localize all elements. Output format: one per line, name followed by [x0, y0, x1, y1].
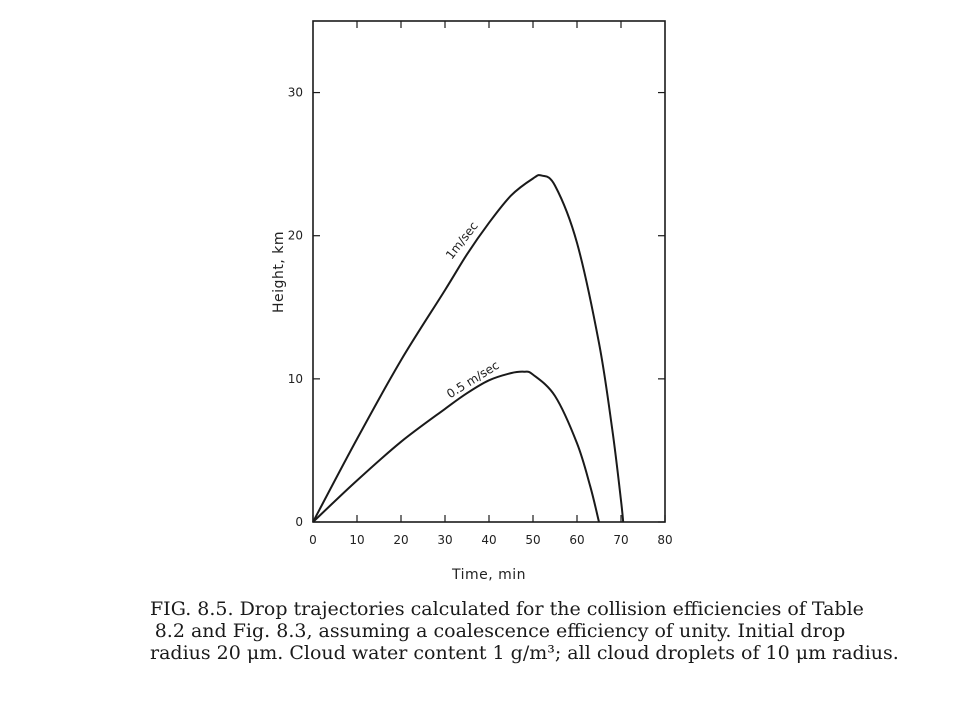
x-tick-label: 10	[349, 533, 364, 547]
x-tick-label: 70	[613, 533, 628, 547]
x-tick-label: 80	[657, 533, 672, 547]
x-tick-label: 20	[393, 533, 408, 547]
plot-frame	[312, 20, 666, 523]
x-axis-title: Time, min	[451, 567, 526, 583]
x-tick-label: 30	[437, 533, 452, 547]
y-tick-label: 0	[295, 515, 303, 529]
caption-line-1: FIG. 8.5. Drop trajectories calculated f…	[150, 598, 864, 620]
y-tick-label: 30	[288, 86, 303, 100]
caption-line-3: radius 20 μm. Cloud water content 1 g/m³…	[150, 642, 899, 664]
axis-ticks: 0 10 20 30 40 50 60 70 80 0 10 20 30	[288, 21, 673, 547]
caption-line-2: 8.2 and Fig. 8.3, assuming a coalescence…	[154, 620, 846, 642]
y-axis-title: Height, km	[271, 231, 287, 313]
figure-caption: FIG. 8.5. Drop trajectories calculated f…	[150, 598, 899, 664]
series-line-0	[312, 174, 625, 523]
x-tick-label: 40	[481, 533, 496, 547]
series-line-1	[312, 370, 600, 523]
series-lines	[312, 174, 625, 523]
x-tick-label: 50	[525, 533, 540, 547]
x-tick-label: 60	[569, 533, 584, 547]
y-tick-label: 10	[288, 372, 303, 386]
x-tick-label: 0	[309, 533, 317, 547]
y-tick-label: 20	[288, 229, 303, 243]
